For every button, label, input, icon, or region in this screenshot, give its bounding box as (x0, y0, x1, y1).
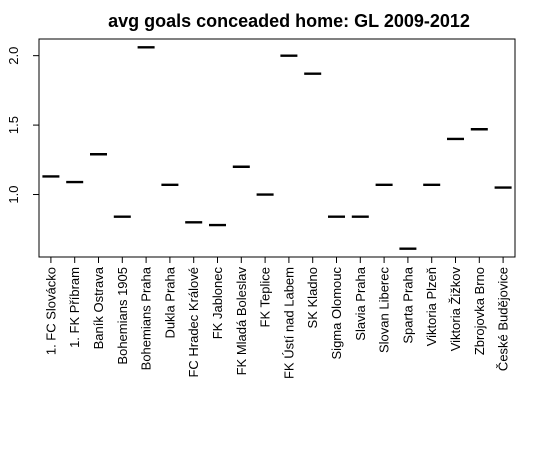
y-tick-label: 1.0 (6, 185, 21, 203)
x-category-label: České Budějovice (496, 267, 511, 371)
x-category-label: 1. FK Příbram (67, 267, 82, 348)
data-marks (42, 46, 512, 250)
plot-frame (38, 38, 516, 258)
x-category-label: FK Jablonec (210, 267, 225, 340)
x-category-label: Zbrojovka Brno (472, 267, 487, 355)
x-category-label: FK Teplice (258, 267, 273, 327)
x-category-label: Baník Ostrava (91, 266, 106, 349)
x-category-label: Sigma Olomouc (329, 267, 344, 360)
plot-box (38, 38, 516, 258)
x-category-label: SK Kladno (305, 267, 320, 328)
x-category-label: Bohemians Praha (139, 266, 154, 370)
x-category-label: 1. FC Slovácko (43, 267, 58, 355)
chart-title: avg goals conceaded home: GL 2009-2012 (108, 11, 470, 31)
x-category-label: Sparta Praha (400, 266, 415, 343)
x-category-label: Bohemians 1905 (115, 267, 130, 365)
x-category-label: FC Hradec Králové (186, 267, 201, 378)
x-category-label: Slovan Liberec (377, 267, 392, 353)
x-axis: 1. FC Slovácko 1. FK Příbram Baník Ostrava… (43, 257, 511, 379)
x-category-label: FK Mladá Boleslav (234, 267, 249, 376)
y-tick-label: 2.0 (6, 47, 21, 65)
y-tick-label: 1.5 (6, 116, 21, 134)
x-category-label: FK Ústí nad Labem (281, 267, 296, 379)
x-category-label: Viktoria Žižkov (448, 267, 463, 352)
y-axis: 1.0 1.5 2.0 (6, 47, 39, 204)
x-category-label: Dukla Praha (162, 266, 177, 338)
x-category-label: Viktoria Plzeň (424, 267, 439, 346)
x-category-label: Slavia Praha (353, 266, 368, 340)
